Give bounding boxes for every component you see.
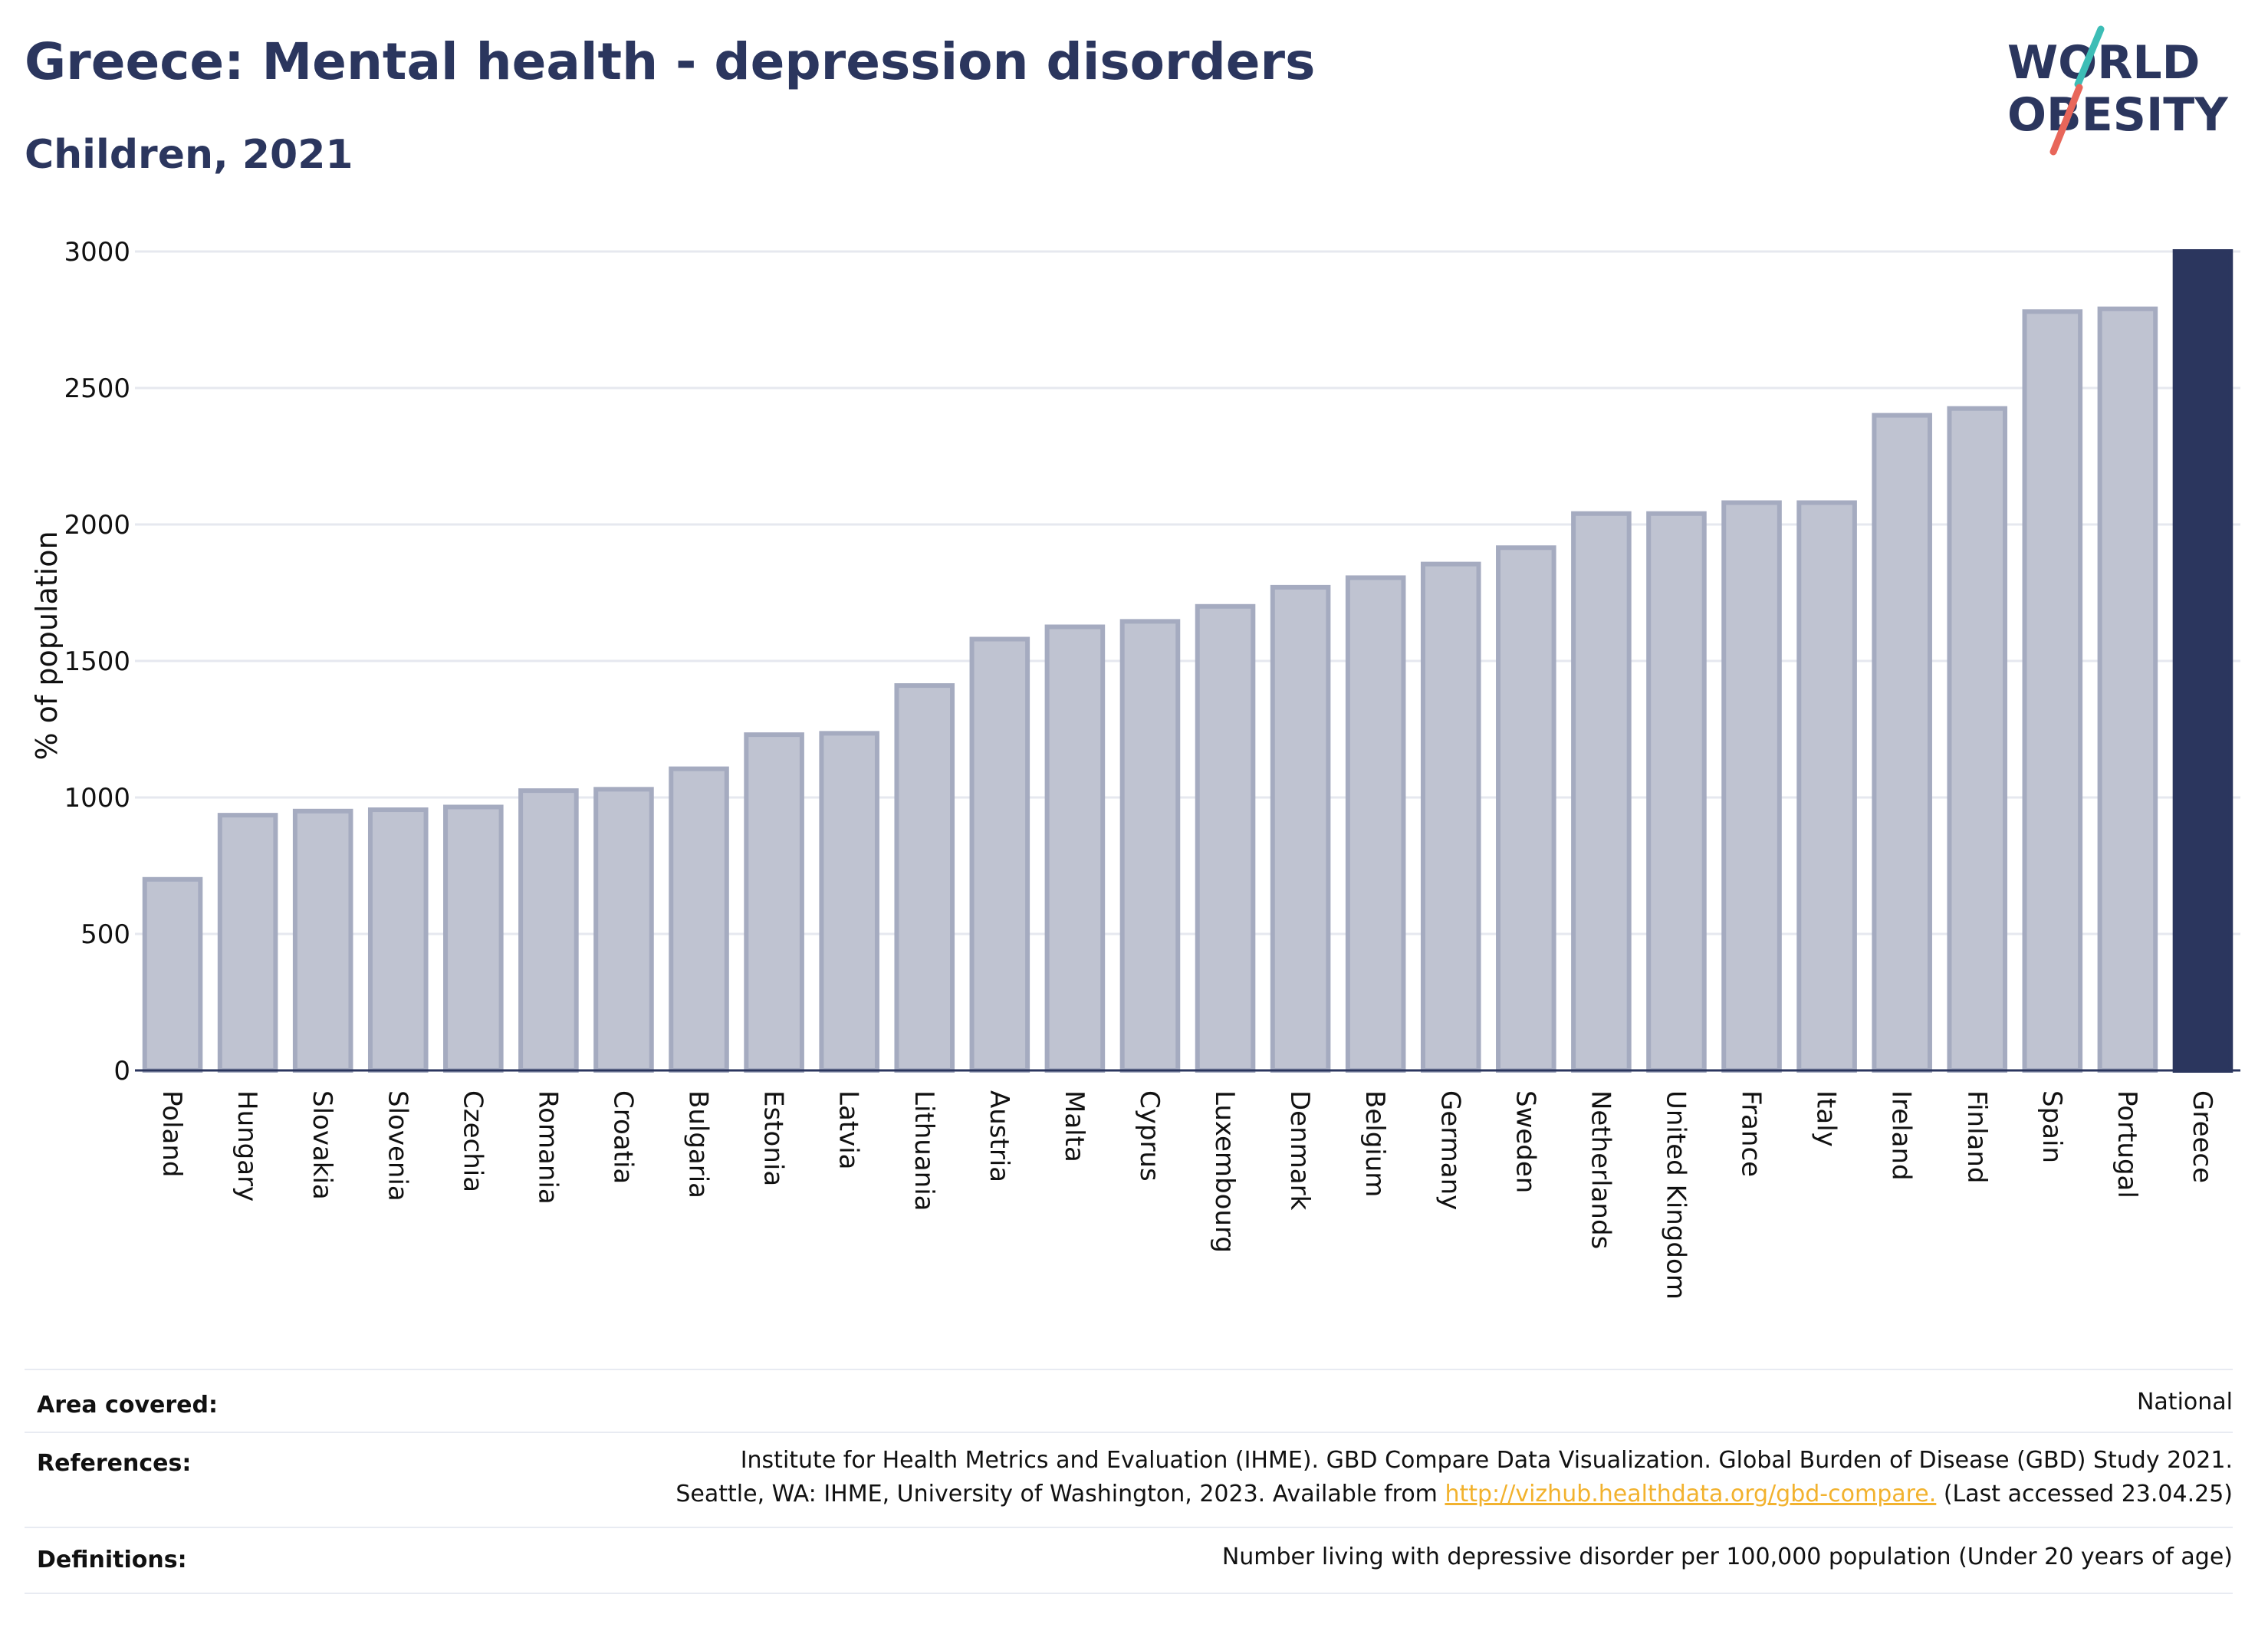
footer-row-definitions: Definitions: Number living with depressi… [25,1527,2233,1594]
y-tick-label: 0 [113,1056,130,1087]
bar-ireland [1872,413,1932,1073]
x-tick-label: Ireland [1886,1090,1917,1181]
area-covered-value: National [2136,1389,2233,1415]
chart-subtitle: Children, 2021 [25,132,353,178]
bar-germany [1420,561,1481,1073]
x-tick-label: Hungary [232,1090,262,1202]
logo-slash-coral [2049,84,2083,156]
x-tick-label: Lithuania [909,1090,939,1211]
x-tick-label: Latvia [833,1090,864,1170]
x-tick-label: Malta [1059,1090,1090,1162]
bar-poland [142,876,203,1073]
references-label: References: [37,1450,192,1477]
bars [142,249,2233,1073]
bar-france [1721,500,1782,1073]
x-tick-label: Cyprus [1134,1090,1165,1182]
bar-czechia [443,804,504,1073]
x-tick-label: Germany [1435,1090,1465,1210]
x-tick-label: France [1736,1090,1767,1177]
x-tick-label: Portugal [2112,1090,2142,1198]
x-tick-label: Austria [984,1090,1014,1182]
x-tick-label: Sweden [1510,1090,1540,1193]
x-tick-label: Belgium [1359,1090,1390,1197]
bar-croatia [593,787,654,1073]
bar-romania [518,788,579,1073]
bar-bulgaria [669,766,729,1073]
y-axis-ticks: 0 500 1000 1500 2000 2500 3000 [64,237,130,1087]
x-axis-ticks: Poland Hungary Slovakia Slovenia Czechia Roma… [156,1090,2217,1300]
y-tick-label: 3000 [64,237,130,268]
footer-table: Area covered: National References: Insti… [25,1369,2233,1599]
bar-sweden [1496,545,1556,1073]
x-tick-label: United Kingdom [1660,1090,1691,1300]
x-tick-label: Luxembourg [1209,1090,1240,1253]
bar-latvia [819,731,879,1073]
bar-finland [1947,406,2008,1073]
x-tick-label: Czechia [457,1090,488,1192]
bar-portugal [2097,306,2158,1073]
x-tick-label: Bulgaria [683,1090,714,1198]
y-tick-label: 1000 [64,783,130,814]
bar-denmark [1270,584,1331,1073]
bar-spain [2022,309,2083,1073]
definitions-label: Definitions: [37,1547,187,1573]
y-tick-label: 1500 [64,646,130,677]
references-line2-suffix: (Last accessed 23.04.25) [1936,1481,2233,1507]
bar-malta [1044,624,1106,1073]
references-link[interactable]: http://vizhub.healthdata.org/gbd-compare… [1445,1481,1937,1507]
footer-row-references: References: Institute for Health Metrics… [25,1432,2233,1528]
references-line2: Seattle, WA: IHME, University of Washing… [675,1478,2233,1511]
bar-luxembourg [1195,603,1256,1073]
x-tick-label: Spain [2036,1090,2067,1163]
y-tick-label: 2500 [64,373,130,404]
y-tick-label: 2000 [64,510,130,541]
bar-italy [1796,500,1857,1073]
x-tick-label: Romania [532,1090,563,1205]
bar-belgium [1345,575,1406,1073]
footer-row-area: Area covered: National [25,1369,2233,1433]
x-tick-label: Italy [1811,1090,1842,1147]
x-tick-label: Denmark [1284,1090,1315,1211]
x-tick-label: Greece [2187,1090,2217,1183]
bar-slovakia [292,808,353,1073]
bar-chart: 0 500 1000 1500 2000 2500 3000 Poland Hungary Sl… [30,237,2240,1300]
definitions-value: Number living with depressive disorder p… [1221,1544,2233,1570]
x-tick-label: Poland [156,1090,187,1178]
references-line2-prefix: Seattle, WA: IHME, University of Washing… [675,1481,1445,1507]
x-tick-label: Finland [1961,1090,1992,1184]
x-tick-label: Croatia [607,1090,638,1184]
x-tick-label: Slovenia [382,1090,413,1202]
bar-netherlands [1571,511,1632,1073]
bar-estonia [744,732,804,1073]
logo-line1: WORLD [2007,36,2200,90]
world-obesity-logo: WORLD OBESITY [2007,25,2229,156]
x-tick-label: Estonia [758,1090,789,1186]
bar-cyprus [1119,619,1181,1073]
y-axis-label: % of population [30,531,64,760]
bar-austria [969,636,1030,1073]
references-value: Institute for Health Metrics and Evaluat… [675,1444,2233,1511]
bar-greece [2172,249,2233,1073]
bar-united-kingdom [1646,511,1707,1073]
x-tick-label: Netherlands [1585,1090,1616,1249]
y-tick-label: 500 [81,919,130,950]
bar-slovenia [367,807,429,1073]
references-line1: Institute for Health Metrics and Evaluat… [740,1447,2233,1474]
x-tick-label: Slovakia [307,1090,337,1200]
chart-title: Greece: Mental health - depression disor… [25,32,1316,91]
area-covered-label: Area covered: [37,1392,218,1419]
logo-line2: OBESITY [2007,88,2229,142]
bar-hungary [217,813,278,1073]
logo-slash-teal [2074,25,2105,88]
bar-lithuania [894,683,955,1073]
